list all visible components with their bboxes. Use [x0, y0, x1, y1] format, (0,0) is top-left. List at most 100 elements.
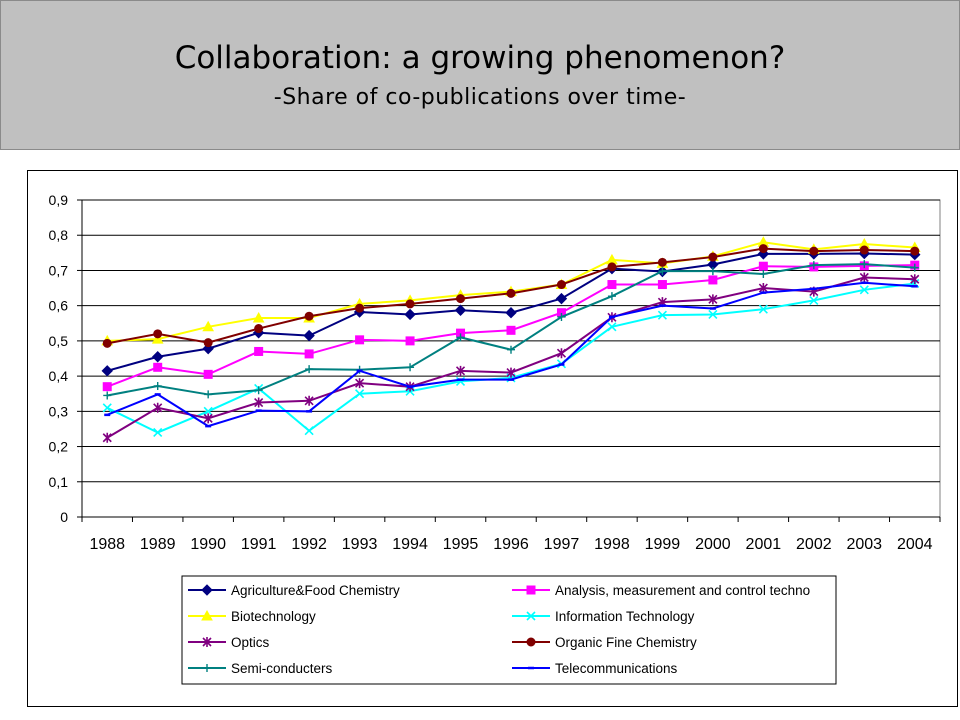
data-point-7	[507, 345, 515, 354]
legend-box	[181, 575, 837, 685]
data-point-5	[556, 348, 567, 359]
legend-label-7: Semi-conducters	[231, 661, 333, 676]
legend-marker-6	[526, 637, 536, 647]
x-tick-label: 1996	[493, 536, 529, 553]
x-tick-label: 1993	[342, 536, 378, 553]
data-point-7	[305, 365, 314, 374]
data-point-5	[254, 397, 264, 408]
data-point-6	[304, 311, 314, 321]
data-point-3	[202, 320, 215, 332]
data-point-6	[153, 329, 163, 339]
data-point-7	[708, 267, 717, 276]
data-point-6	[203, 338, 213, 348]
data-point-6	[355, 303, 365, 313]
data-point-7	[910, 263, 919, 272]
legend-label-5: Optics	[231, 635, 270, 650]
data-point-2	[758, 261, 768, 271]
data-point-1	[101, 365, 113, 377]
data-point-1	[454, 304, 467, 316]
x-tick-label: 1991	[241, 536, 277, 553]
y-tick-label: 0,9	[49, 192, 69, 208]
y-tick-label: 0,7	[49, 262, 69, 278]
data-point-2	[304, 349, 314, 359]
x-tick-label: 1999	[645, 536, 681, 553]
x-tick-label: 1995	[443, 536, 479, 553]
x-tick-label: 2003	[846, 536, 882, 553]
data-point-7	[204, 390, 213, 399]
legend-label-3: Biotechnology	[231, 609, 316, 624]
data-point-5	[304, 395, 314, 406]
data-point-2	[102, 382, 112, 392]
data-point-5	[355, 378, 365, 389]
x-tick-label: 2001	[746, 536, 782, 553]
data-point-4	[102, 403, 112, 413]
y-tick-label: 0,6	[49, 298, 69, 314]
data-point-7	[406, 363, 415, 372]
data-point-6	[910, 246, 920, 256]
legend-marker-2	[526, 585, 536, 595]
data-point-2	[405, 336, 415, 346]
data-point-2	[607, 280, 617, 290]
data-point-4	[304, 426, 314, 436]
slide-header	[0, 0, 960, 150]
y-tick-label: 0,1	[49, 474, 69, 490]
data-point-3	[252, 311, 265, 323]
data-point-5	[203, 413, 213, 424]
data-point-7	[103, 391, 112, 400]
page-title: Collaboration: a growing phenomenon?	[174, 40, 786, 76]
data-point-6	[657, 257, 667, 267]
y-tick-label: 0,5	[49, 333, 69, 349]
y-tick-label: 0,8	[49, 227, 69, 243]
data-point-1	[303, 329, 315, 342]
legend-marker-5	[202, 637, 212, 647]
x-tick-label: 1990	[190, 536, 226, 553]
x-tick-label: 2004	[897, 536, 933, 553]
data-point-4	[809, 295, 819, 305]
data-point-5	[506, 367, 516, 378]
data-point-6	[556, 280, 566, 290]
data-point-4	[859, 285, 869, 295]
data-point-6	[859, 245, 869, 255]
data-point-1	[505, 307, 517, 319]
data-point-7	[456, 333, 465, 342]
y-tick-label: 0	[60, 509, 68, 525]
data-point-3	[151, 333, 164, 344]
data-point-4	[203, 406, 213, 416]
legend-label-1: Agriculture&Food Chemistry	[231, 583, 400, 598]
data-point-6	[809, 246, 819, 256]
data-point-4	[758, 304, 768, 314]
y-tick-label: 0,3	[49, 403, 69, 419]
data-point-1	[555, 292, 568, 305]
data-point-5	[455, 365, 466, 376]
data-point-5	[102, 432, 112, 443]
x-tick-label: 1988	[89, 536, 125, 553]
x-tick-label: 1992	[291, 536, 327, 553]
y-tick-label: 0,4	[49, 368, 69, 384]
data-point-6	[607, 262, 617, 272]
legend-marker-7	[203, 664, 211, 672]
data-point-5	[153, 402, 163, 413]
data-point-7	[809, 261, 818, 270]
legend-label-2: Analysis, measurement and control techno	[555, 583, 810, 598]
legend-label-6: Organic Fine Chemistry	[555, 635, 697, 650]
x-tick-label: 1997	[544, 536, 580, 553]
data-point-6	[708, 252, 718, 262]
x-tick-label: 2000	[695, 536, 731, 553]
data-point-2	[355, 335, 365, 345]
data-point-6	[254, 324, 264, 334]
x-tick-label: 1998	[594, 536, 630, 553]
data-point-6	[506, 288, 516, 298]
data-point-7	[759, 269, 768, 278]
data-point-7	[557, 312, 566, 321]
data-point-1	[404, 308, 416, 321]
data-point-2	[153, 362, 163, 372]
data-point-5	[910, 274, 920, 285]
legend-label-4: Information Technology	[555, 609, 695, 624]
data-point-4	[607, 322, 617, 332]
data-point-1	[151, 351, 164, 363]
data-point-5	[708, 294, 718, 305]
legend-label-8: Telecommunications	[555, 661, 678, 676]
data-point-4	[657, 310, 667, 320]
data-point-6	[102, 338, 112, 348]
